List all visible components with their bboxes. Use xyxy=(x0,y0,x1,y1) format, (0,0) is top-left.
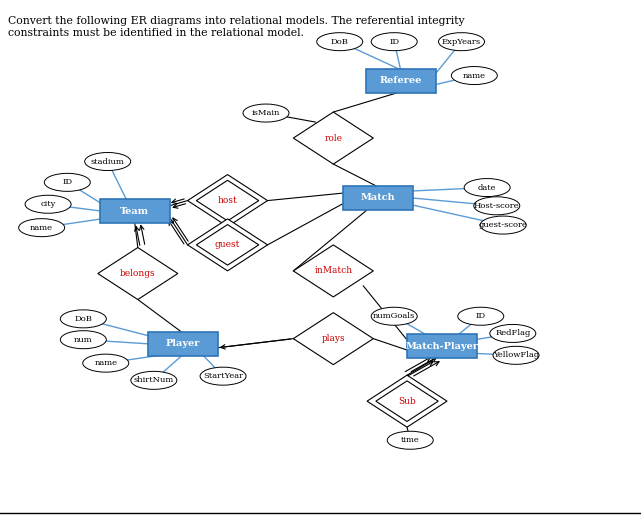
Ellipse shape xyxy=(490,325,536,342)
Polygon shape xyxy=(196,180,259,221)
Text: StartYear: StartYear xyxy=(203,372,243,380)
Polygon shape xyxy=(367,375,447,427)
Text: stadium: stadium xyxy=(91,157,124,166)
Text: YellowFlag: YellowFlag xyxy=(493,351,539,359)
Text: DoB: DoB xyxy=(331,38,349,46)
Ellipse shape xyxy=(480,216,526,234)
Text: numGoals: numGoals xyxy=(373,312,415,320)
Text: role: role xyxy=(324,133,342,143)
Text: plays: plays xyxy=(322,334,345,343)
Text: date: date xyxy=(478,183,496,192)
Ellipse shape xyxy=(474,197,520,215)
Ellipse shape xyxy=(44,173,90,191)
Polygon shape xyxy=(98,247,178,300)
Text: Host-score: Host-score xyxy=(474,202,520,210)
Text: Team: Team xyxy=(120,206,149,216)
Text: guest: guest xyxy=(215,240,240,250)
Text: Match: Match xyxy=(361,193,395,203)
Ellipse shape xyxy=(60,331,106,349)
FancyBboxPatch shape xyxy=(365,69,436,93)
Ellipse shape xyxy=(438,33,485,51)
Ellipse shape xyxy=(131,371,177,389)
Ellipse shape xyxy=(19,219,65,237)
Ellipse shape xyxy=(243,104,289,122)
Ellipse shape xyxy=(371,33,417,51)
Ellipse shape xyxy=(200,367,246,385)
Ellipse shape xyxy=(317,33,363,51)
Text: Convert the following ER diagrams into relational models. The referential integr: Convert the following ER diagrams into r… xyxy=(8,16,465,38)
Text: shirtNum: shirtNum xyxy=(134,376,174,384)
Polygon shape xyxy=(294,245,373,297)
Ellipse shape xyxy=(60,310,106,328)
FancyBboxPatch shape xyxy=(407,334,478,358)
FancyBboxPatch shape xyxy=(99,199,170,223)
Text: inMatch: inMatch xyxy=(314,266,353,276)
Text: Match-Player: Match-Player xyxy=(406,342,479,351)
Text: num: num xyxy=(74,336,93,344)
Ellipse shape xyxy=(493,346,539,364)
FancyBboxPatch shape xyxy=(343,186,413,210)
Text: name: name xyxy=(94,359,117,367)
Text: ID: ID xyxy=(389,38,399,46)
Ellipse shape xyxy=(83,354,129,372)
Ellipse shape xyxy=(451,67,497,84)
Polygon shape xyxy=(294,112,373,164)
Text: ID: ID xyxy=(62,178,72,187)
Text: ID: ID xyxy=(476,312,486,320)
Polygon shape xyxy=(188,175,267,227)
Ellipse shape xyxy=(371,307,417,325)
Polygon shape xyxy=(294,313,373,365)
Text: time: time xyxy=(401,436,420,444)
Polygon shape xyxy=(376,381,438,421)
Text: Sub: Sub xyxy=(398,396,416,406)
FancyBboxPatch shape xyxy=(147,332,218,356)
Text: city: city xyxy=(40,200,56,208)
Ellipse shape xyxy=(387,431,433,449)
Polygon shape xyxy=(188,219,267,271)
Polygon shape xyxy=(196,225,259,265)
Ellipse shape xyxy=(25,195,71,213)
Text: host: host xyxy=(218,196,237,205)
Text: belongs: belongs xyxy=(120,269,156,278)
Ellipse shape xyxy=(464,179,510,196)
Text: isMain: isMain xyxy=(252,109,280,117)
Text: Referee: Referee xyxy=(379,76,422,85)
Text: name: name xyxy=(463,71,486,80)
Text: guest-score: guest-score xyxy=(479,221,528,229)
Text: RedFlag: RedFlag xyxy=(495,329,531,338)
Text: ExpYears: ExpYears xyxy=(442,38,481,46)
Text: DoB: DoB xyxy=(74,315,92,323)
Text: name: name xyxy=(30,224,53,232)
Ellipse shape xyxy=(85,153,131,170)
Ellipse shape xyxy=(458,307,504,325)
Text: Player: Player xyxy=(165,339,200,349)
